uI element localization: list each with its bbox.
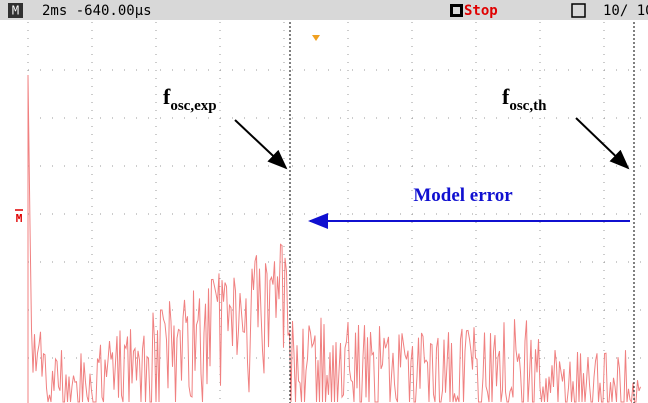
stop-icon-inner bbox=[453, 7, 460, 14]
scope-screen: M M 2ms -640.00µs Stop 10/ 10 fosc,exp f… bbox=[0, 0, 648, 403]
run-state: Stop bbox=[464, 3, 498, 19]
timebase: 2ms -640.00µs bbox=[42, 3, 152, 19]
marker-label: M bbox=[16, 212, 23, 225]
label-sub: osc,exp bbox=[170, 98, 216, 114]
label-sub: osc,th bbox=[509, 98, 547, 114]
mode: M bbox=[12, 4, 19, 18]
model-error-label: Model error bbox=[413, 185, 513, 206]
acq-count: 10/ 10 bbox=[603, 3, 648, 19]
